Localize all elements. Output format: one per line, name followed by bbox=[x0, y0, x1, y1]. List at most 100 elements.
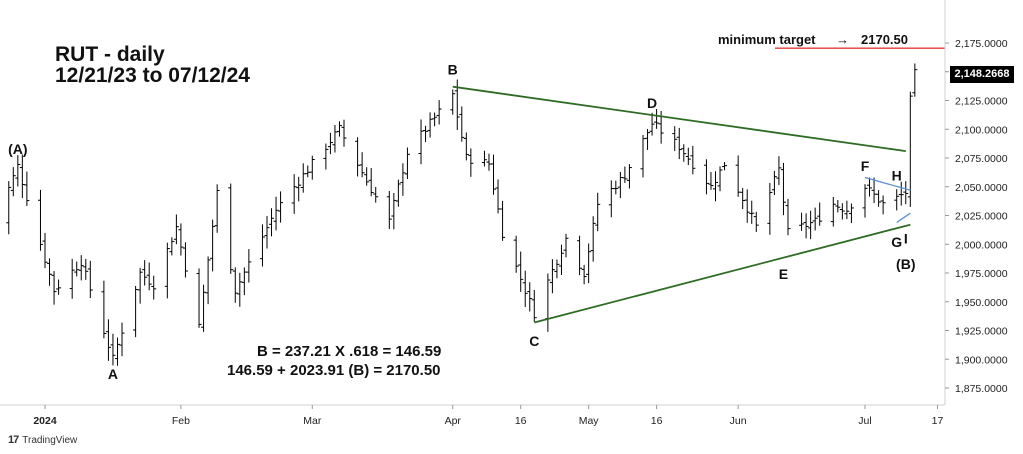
time-axis-tick-label: 2024 bbox=[33, 415, 57, 427]
price-bar bbox=[341, 119, 347, 147]
wave-label: C bbox=[529, 333, 539, 349]
price-bars bbox=[6, 63, 918, 366]
price-bar bbox=[463, 132, 469, 161]
price-bar bbox=[87, 260, 93, 298]
price-bar bbox=[894, 189, 900, 211]
price-bar bbox=[214, 184, 220, 233]
price-bar bbox=[196, 268, 202, 328]
price-bar bbox=[432, 112, 438, 127]
tradingview-logo-icon: 17 bbox=[8, 434, 19, 446]
price-bar bbox=[246, 249, 252, 283]
wave-label: E bbox=[779, 266, 788, 282]
price-axis-tick-label: 1,875.0000 bbox=[955, 383, 1008, 395]
price-axis-tick-label: 2,100.0000 bbox=[955, 124, 1008, 136]
price-bar bbox=[513, 235, 519, 273]
price-bar bbox=[586, 243, 592, 284]
wave-label: (A) bbox=[8, 141, 27, 157]
price-bar bbox=[672, 126, 678, 151]
price-bar bbox=[848, 203, 854, 224]
price-bar bbox=[468, 148, 474, 177]
price-bar bbox=[903, 181, 909, 205]
calc-line-2: 146.59 + 2023.91 (B) = 2170.50 bbox=[227, 362, 441, 379]
target-label: minimum target bbox=[718, 32, 816, 47]
price-bar bbox=[527, 282, 533, 312]
price-axis-tick-label: 1,900.0000 bbox=[955, 354, 1008, 366]
price-bar bbox=[423, 125, 429, 143]
price-bar bbox=[645, 129, 651, 150]
wave-label: B bbox=[448, 61, 458, 77]
price-bar bbox=[844, 200, 850, 220]
price-bar bbox=[685, 147, 691, 166]
price-bar bbox=[450, 89, 456, 115]
price-bar bbox=[590, 216, 596, 262]
price-bar bbox=[835, 200, 841, 213]
price-bar bbox=[169, 237, 175, 256]
price-bar bbox=[613, 180, 619, 195]
price-bar bbox=[558, 244, 564, 275]
price-bar bbox=[137, 267, 143, 304]
price-bar bbox=[690, 145, 696, 175]
price-bar bbox=[771, 170, 777, 196]
price-axis-tick-label: 2,075.0000 bbox=[955, 153, 1008, 165]
price-bar bbox=[681, 144, 687, 162]
price-bar bbox=[753, 211, 759, 232]
price-bar bbox=[391, 193, 397, 230]
time-axis-tick-label: Feb bbox=[172, 415, 190, 427]
price-bar bbox=[359, 152, 365, 178]
wave-label: G bbox=[891, 234, 902, 250]
price-axis-tick-label: 2,125.0000 bbox=[955, 96, 1008, 108]
target-value: 2170.50 bbox=[861, 32, 908, 47]
price-bar bbox=[549, 259, 555, 294]
price-bar bbox=[862, 184, 868, 218]
price-bar bbox=[785, 198, 791, 236]
time-axis[interactable]: 2024 Feb Mar Apr 16 May 16 Jun Jul 17 bbox=[33, 405, 943, 427]
price-bar bbox=[418, 119, 424, 165]
price-bar bbox=[69, 258, 75, 299]
price-bar bbox=[577, 235, 583, 276]
price-bar bbox=[42, 233, 48, 269]
time-axis-tick-label: 17 bbox=[932, 415, 944, 427]
wave-label: H bbox=[892, 167, 902, 183]
price-bar bbox=[151, 275, 157, 300]
price-bar bbox=[436, 100, 442, 125]
price-bar bbox=[912, 63, 918, 97]
time-axis-tick-label: Mar bbox=[303, 415, 322, 427]
price-bar bbox=[767, 182, 773, 235]
wave-label: A bbox=[108, 366, 118, 382]
price-bar bbox=[776, 156, 782, 186]
tradingview-logo[interactable]: 17 TradingView bbox=[8, 434, 77, 446]
price-bar bbox=[459, 106, 465, 142]
price-bar bbox=[581, 264, 587, 285]
price-bar bbox=[654, 109, 660, 129]
price-bar bbox=[373, 186, 379, 203]
price-bar bbox=[10, 167, 16, 197]
small-triangle-lower-line bbox=[896, 212, 911, 223]
price-bar bbox=[830, 196, 836, 227]
price-bar bbox=[708, 171, 714, 190]
chart-title: RUT - daily 12/21/23 to 07/12/24 bbox=[55, 44, 250, 86]
price-bar bbox=[278, 191, 284, 223]
price-bar bbox=[780, 162, 786, 216]
calc-line-1: B = 237.21 X .618 = 146.59 bbox=[257, 343, 442, 360]
title-line-1: RUT - daily bbox=[55, 43, 165, 66]
price-bar bbox=[164, 242, 170, 299]
price-bar bbox=[15, 155, 21, 187]
price-bar bbox=[296, 176, 302, 202]
time-axis-tick-label: May bbox=[579, 415, 600, 427]
price-bar bbox=[205, 256, 211, 305]
time-axis-tick-label: Jul bbox=[858, 415, 871, 427]
tradingview-brand: TradingView bbox=[22, 434, 78, 446]
price-bar bbox=[273, 196, 279, 231]
price-bar bbox=[336, 121, 342, 137]
price-bar bbox=[83, 258, 89, 280]
price-axis-tick-label: 2,175.0000 bbox=[955, 38, 1008, 50]
upper-trendline bbox=[452, 85, 906, 152]
price-bar bbox=[101, 280, 107, 339]
price-bar bbox=[386, 190, 392, 230]
price-bar bbox=[78, 255, 84, 281]
last-price-badge: 2,148.2668 bbox=[950, 66, 1014, 83]
price-bar bbox=[808, 210, 814, 240]
price-bar bbox=[563, 233, 569, 258]
price-bar bbox=[114, 337, 120, 366]
